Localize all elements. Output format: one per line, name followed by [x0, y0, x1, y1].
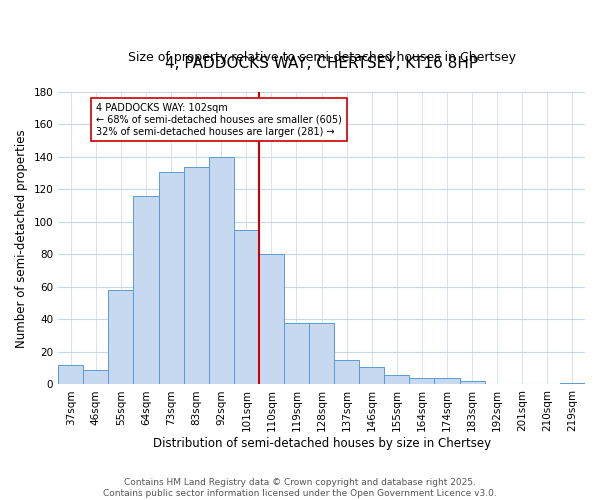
- Bar: [434, 378, 460, 384]
- Text: Contains HM Land Registry data © Crown copyright and database right 2025.
Contai: Contains HM Land Registry data © Crown c…: [103, 478, 497, 498]
- Bar: [234, 230, 259, 384]
- X-axis label: Distribution of semi-detached houses by size in Chertsey: Distribution of semi-detached houses by …: [152, 437, 491, 450]
- Bar: [334, 360, 359, 384]
- Bar: [284, 322, 309, 384]
- Bar: [309, 322, 334, 384]
- Y-axis label: Number of semi-detached properties: Number of semi-detached properties: [15, 129, 28, 348]
- Bar: [83, 370, 109, 384]
- Bar: [409, 378, 434, 384]
- Text: 4 PADDOCKS WAY: 102sqm
← 68% of semi-detached houses are smaller (605)
32% of se: 4 PADDOCKS WAY: 102sqm ← 68% of semi-det…: [96, 104, 341, 136]
- Bar: [560, 383, 585, 384]
- Bar: [359, 366, 385, 384]
- Bar: [58, 365, 83, 384]
- Bar: [460, 381, 485, 384]
- Bar: [184, 166, 209, 384]
- Text: 4, PADDOCKS WAY, CHERTSEY, KT16 8HP: 4, PADDOCKS WAY, CHERTSEY, KT16 8HP: [165, 56, 478, 72]
- Bar: [209, 157, 234, 384]
- Bar: [109, 290, 133, 384]
- Title: Size of property relative to semi-detached houses in Chertsey: Size of property relative to semi-detach…: [128, 52, 515, 64]
- Bar: [259, 254, 284, 384]
- Bar: [158, 172, 184, 384]
- Bar: [133, 196, 158, 384]
- Bar: [385, 374, 409, 384]
